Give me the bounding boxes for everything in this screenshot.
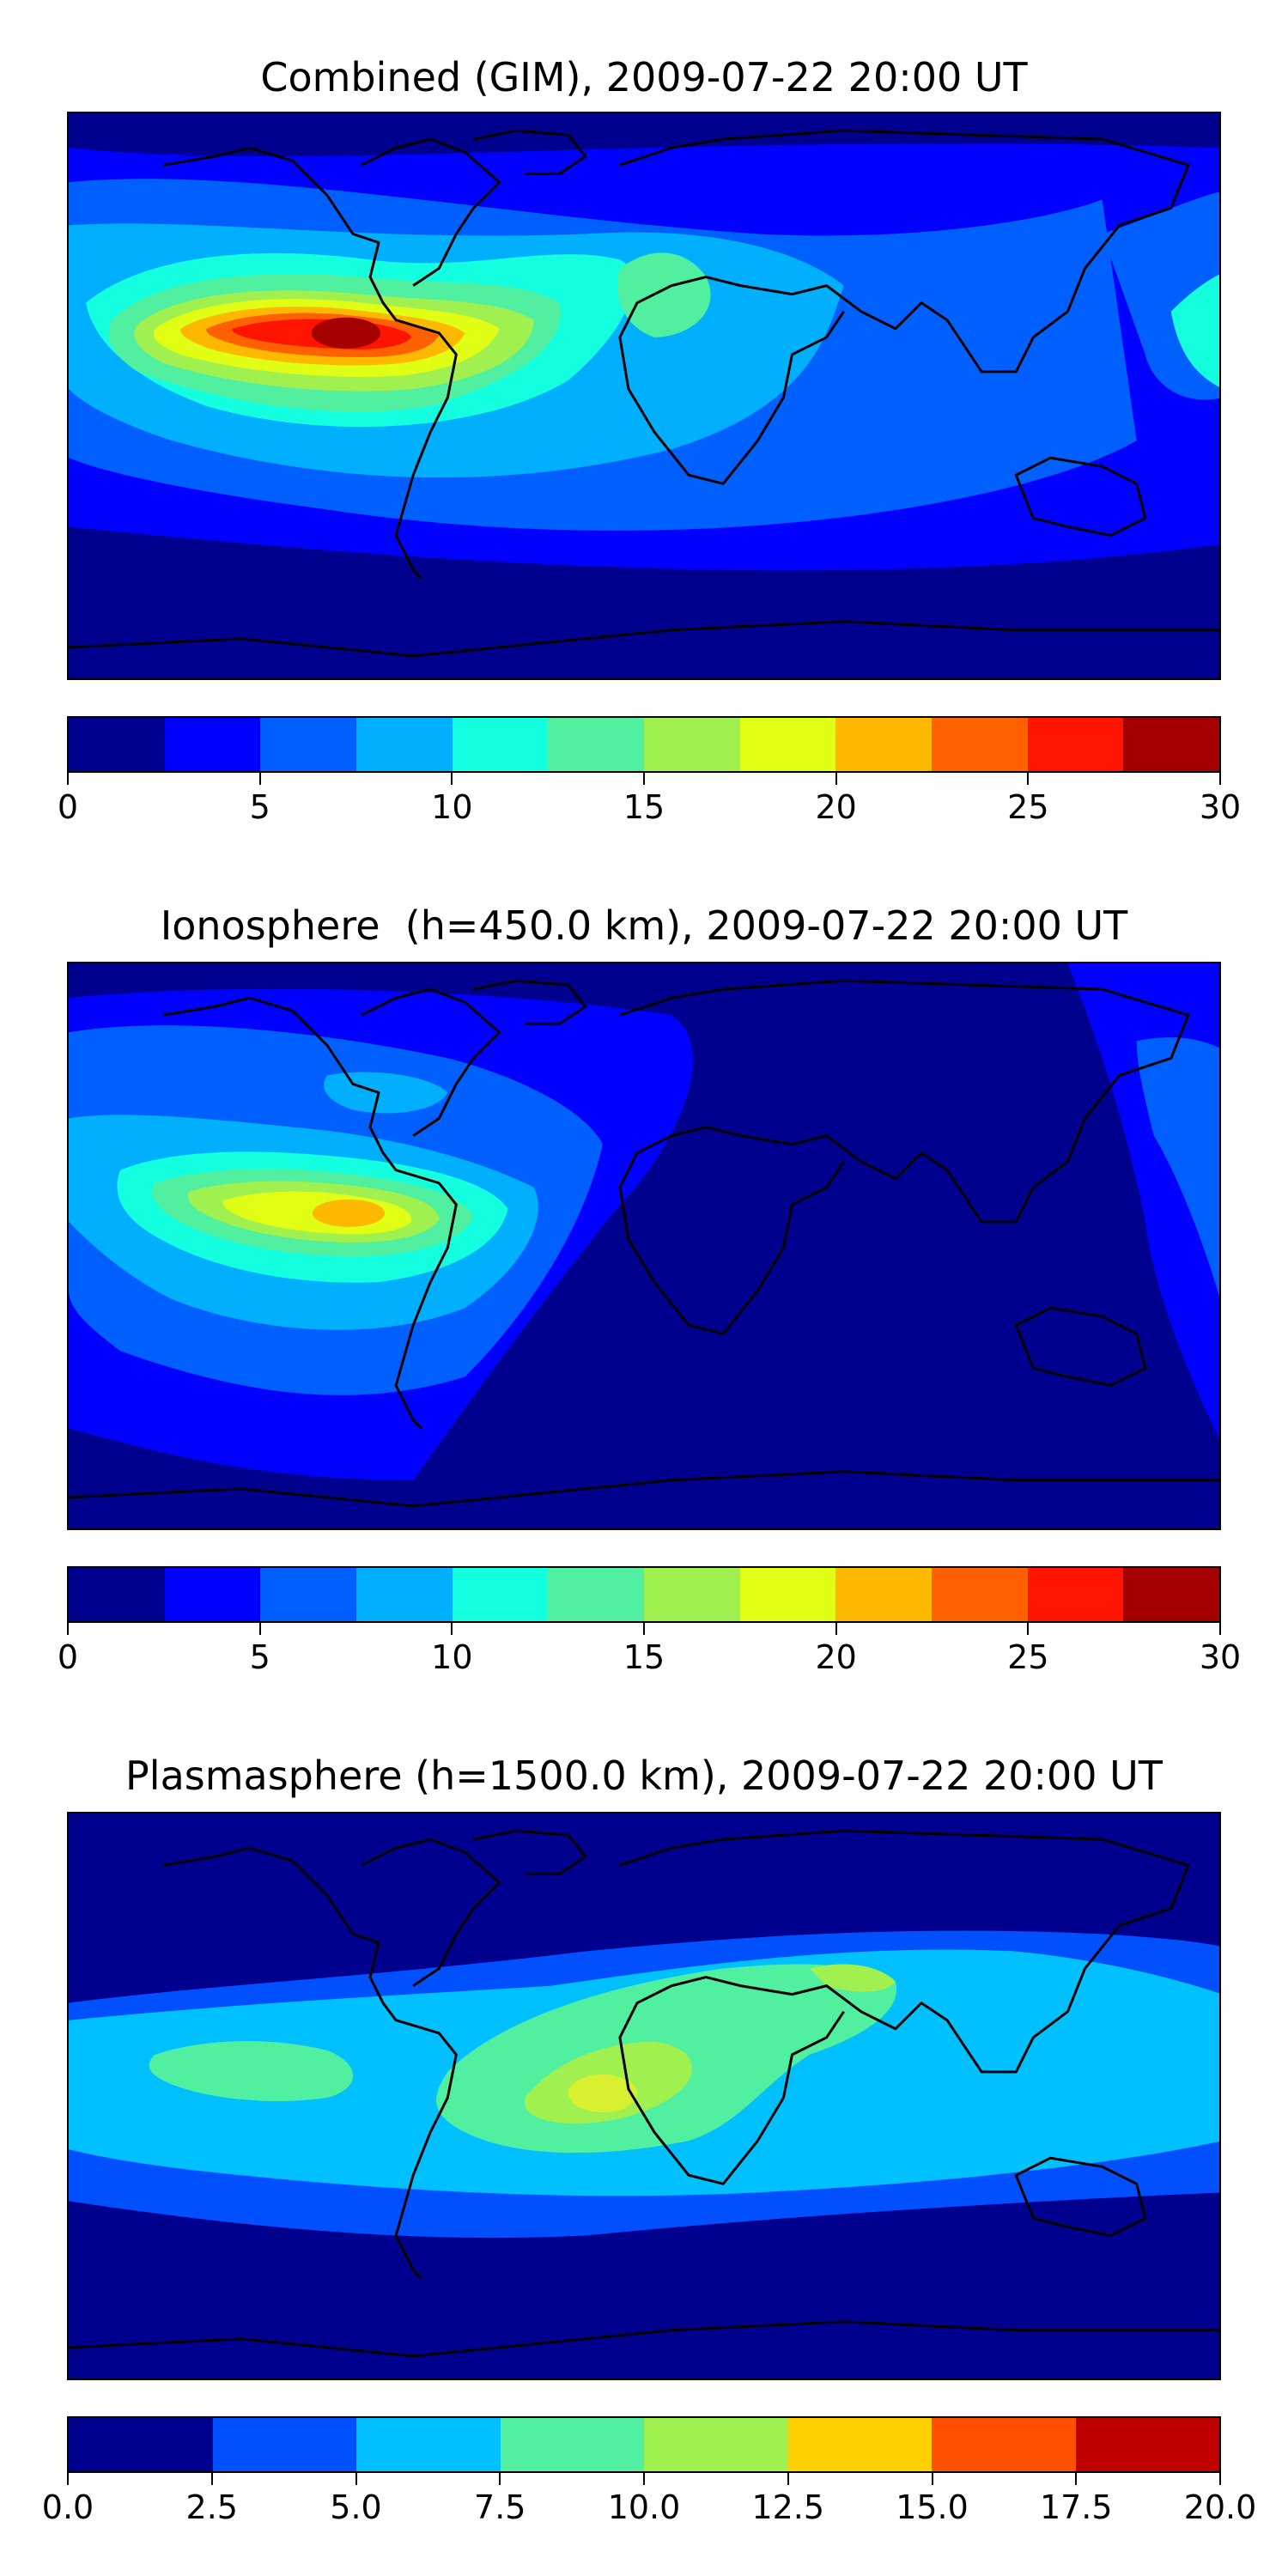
colorbar-tick xyxy=(835,1623,837,1635)
map-combined xyxy=(67,112,1221,680)
colorbar-tick xyxy=(1027,773,1030,785)
panel-title-ionosphere: Ionosphere (h=450.0 km), 2009-07-22 20:0… xyxy=(160,902,1128,949)
colorbar-segment xyxy=(69,1568,165,1621)
colorbar-tick xyxy=(1219,2473,1221,2485)
colorbar-tick-label: 10.0 xyxy=(607,2488,681,2526)
panel-title-combined: Combined (GIM), 2009-07-22 20:00 UT xyxy=(260,54,1028,100)
colorbar-segment xyxy=(500,2418,644,2471)
colorbar-segment xyxy=(69,718,165,771)
colorbar-tick-label: 10 xyxy=(431,1638,473,1676)
colorbar-segment xyxy=(356,2418,501,2471)
colorbar-tick-label: 0 xyxy=(57,788,79,826)
colorbar-segment xyxy=(644,2418,788,2471)
colorbar-tick-label: 5 xyxy=(249,1638,270,1676)
colorbar-tick-label: 20.0 xyxy=(1183,2488,1257,2526)
colorbar-segment xyxy=(739,718,836,771)
colorbar-tick-label: 15 xyxy=(623,1638,665,1676)
colorbar-segment xyxy=(164,718,261,771)
colorbar-tick-label: 15.0 xyxy=(896,2488,969,2526)
tec-contours-ionosphere xyxy=(69,963,1219,1528)
colorbar-tick xyxy=(210,2473,213,2485)
colorbar-segment xyxy=(212,2418,356,2471)
colorbar-segment xyxy=(1123,1568,1220,1621)
colorbar-segment xyxy=(835,1568,933,1621)
colorbar-tick-label: 5.0 xyxy=(330,2488,382,2526)
colorbar-tick xyxy=(1219,1623,1221,1635)
map-plasmasphere xyxy=(67,1812,1221,2380)
coastlines-combined xyxy=(69,129,1219,658)
colorbar-segment xyxy=(644,1568,740,1621)
colorbar-segment xyxy=(356,718,453,771)
coastlines-ionosphere xyxy=(69,979,1219,1508)
colorbar-tick xyxy=(1219,773,1221,785)
colorbar-tick-label: 20 xyxy=(815,1638,857,1676)
colorbar-tick xyxy=(643,773,645,785)
colorbar-tick xyxy=(258,1623,261,1635)
colorbar-tick xyxy=(451,773,453,785)
colorbar-tick-label: 0 xyxy=(57,1638,79,1676)
colorbar-segment xyxy=(932,718,1028,771)
colorbar-tick-label: 25 xyxy=(1007,1638,1049,1676)
colorbar-tick-label: 17.5 xyxy=(1039,2488,1113,2526)
colorbar-tick-label: 10 xyxy=(431,788,473,826)
colorbar-tick-label: 0.0 xyxy=(41,2488,94,2526)
colorbar-segment xyxy=(260,1568,357,1621)
colorbar-tick-label: 20 xyxy=(815,788,857,826)
colorbar-ionosphere xyxy=(67,1566,1221,1623)
colorbar-tick-label: 5 xyxy=(249,788,270,826)
colorbar-tick xyxy=(1027,1623,1030,1635)
colorbar-segment xyxy=(1123,718,1220,771)
colorbar-segment xyxy=(69,2418,213,2471)
colorbar-tick xyxy=(67,773,69,785)
colorbar-tick xyxy=(258,773,261,785)
map-ionosphere xyxy=(67,962,1221,1530)
colorbar-segment xyxy=(644,718,740,771)
colorbar-tick xyxy=(499,2473,501,2485)
colorbar-segment xyxy=(835,718,933,771)
colorbar-tick xyxy=(451,1623,453,1635)
colorbar-segment xyxy=(260,718,357,771)
colorbar-tick-label: 30 xyxy=(1199,1638,1242,1676)
colorbar-combined xyxy=(67,716,1221,773)
tec-contours-plasmasphere xyxy=(69,1814,1219,2379)
colorbar-tick-label: 7.5 xyxy=(474,2488,526,2526)
colorbar-segment xyxy=(548,718,645,771)
colorbar-segment xyxy=(932,2418,1076,2471)
colorbar-segment xyxy=(1027,718,1124,771)
colorbar-segment xyxy=(548,1568,645,1621)
colorbar-tick-label: 30 xyxy=(1199,788,1242,826)
colorbar-segment xyxy=(452,1568,549,1621)
colorbar-tick-label: 2.5 xyxy=(185,2488,238,2526)
colorbar-tick-label: 15 xyxy=(623,788,665,826)
colorbar-segment xyxy=(739,1568,836,1621)
colorbar-tick xyxy=(931,2473,933,2485)
colorbar-segment xyxy=(932,1568,1028,1621)
colorbar-tick xyxy=(643,1623,645,1635)
colorbar-tick xyxy=(787,2473,789,2485)
colorbar-tick xyxy=(67,2473,69,2485)
coastlines-plasmasphere xyxy=(69,1829,1219,2358)
panel-title-plasmasphere: Plasmasphere (h=1500.0 km), 2009-07-22 2… xyxy=(125,1753,1163,1799)
colorbar-plasmasphere xyxy=(67,2416,1221,2473)
colorbar-tick xyxy=(643,2473,645,2485)
colorbar-tick xyxy=(835,773,837,785)
colorbar-tick xyxy=(355,2473,357,2485)
colorbar-tick xyxy=(67,1623,69,1635)
colorbar-tick-label: 12.5 xyxy=(751,2488,825,2526)
colorbar-tick-label: 25 xyxy=(1007,788,1049,826)
colorbar-segment xyxy=(787,2418,932,2471)
colorbar-segment xyxy=(1075,2418,1219,2471)
colorbar-segment xyxy=(164,1568,261,1621)
colorbar-segment xyxy=(1027,1568,1124,1621)
colorbar-tick xyxy=(1075,2473,1078,2485)
colorbar-segment xyxy=(452,718,549,771)
tec-contours-combined xyxy=(69,113,1219,678)
colorbar-segment xyxy=(356,1568,453,1621)
